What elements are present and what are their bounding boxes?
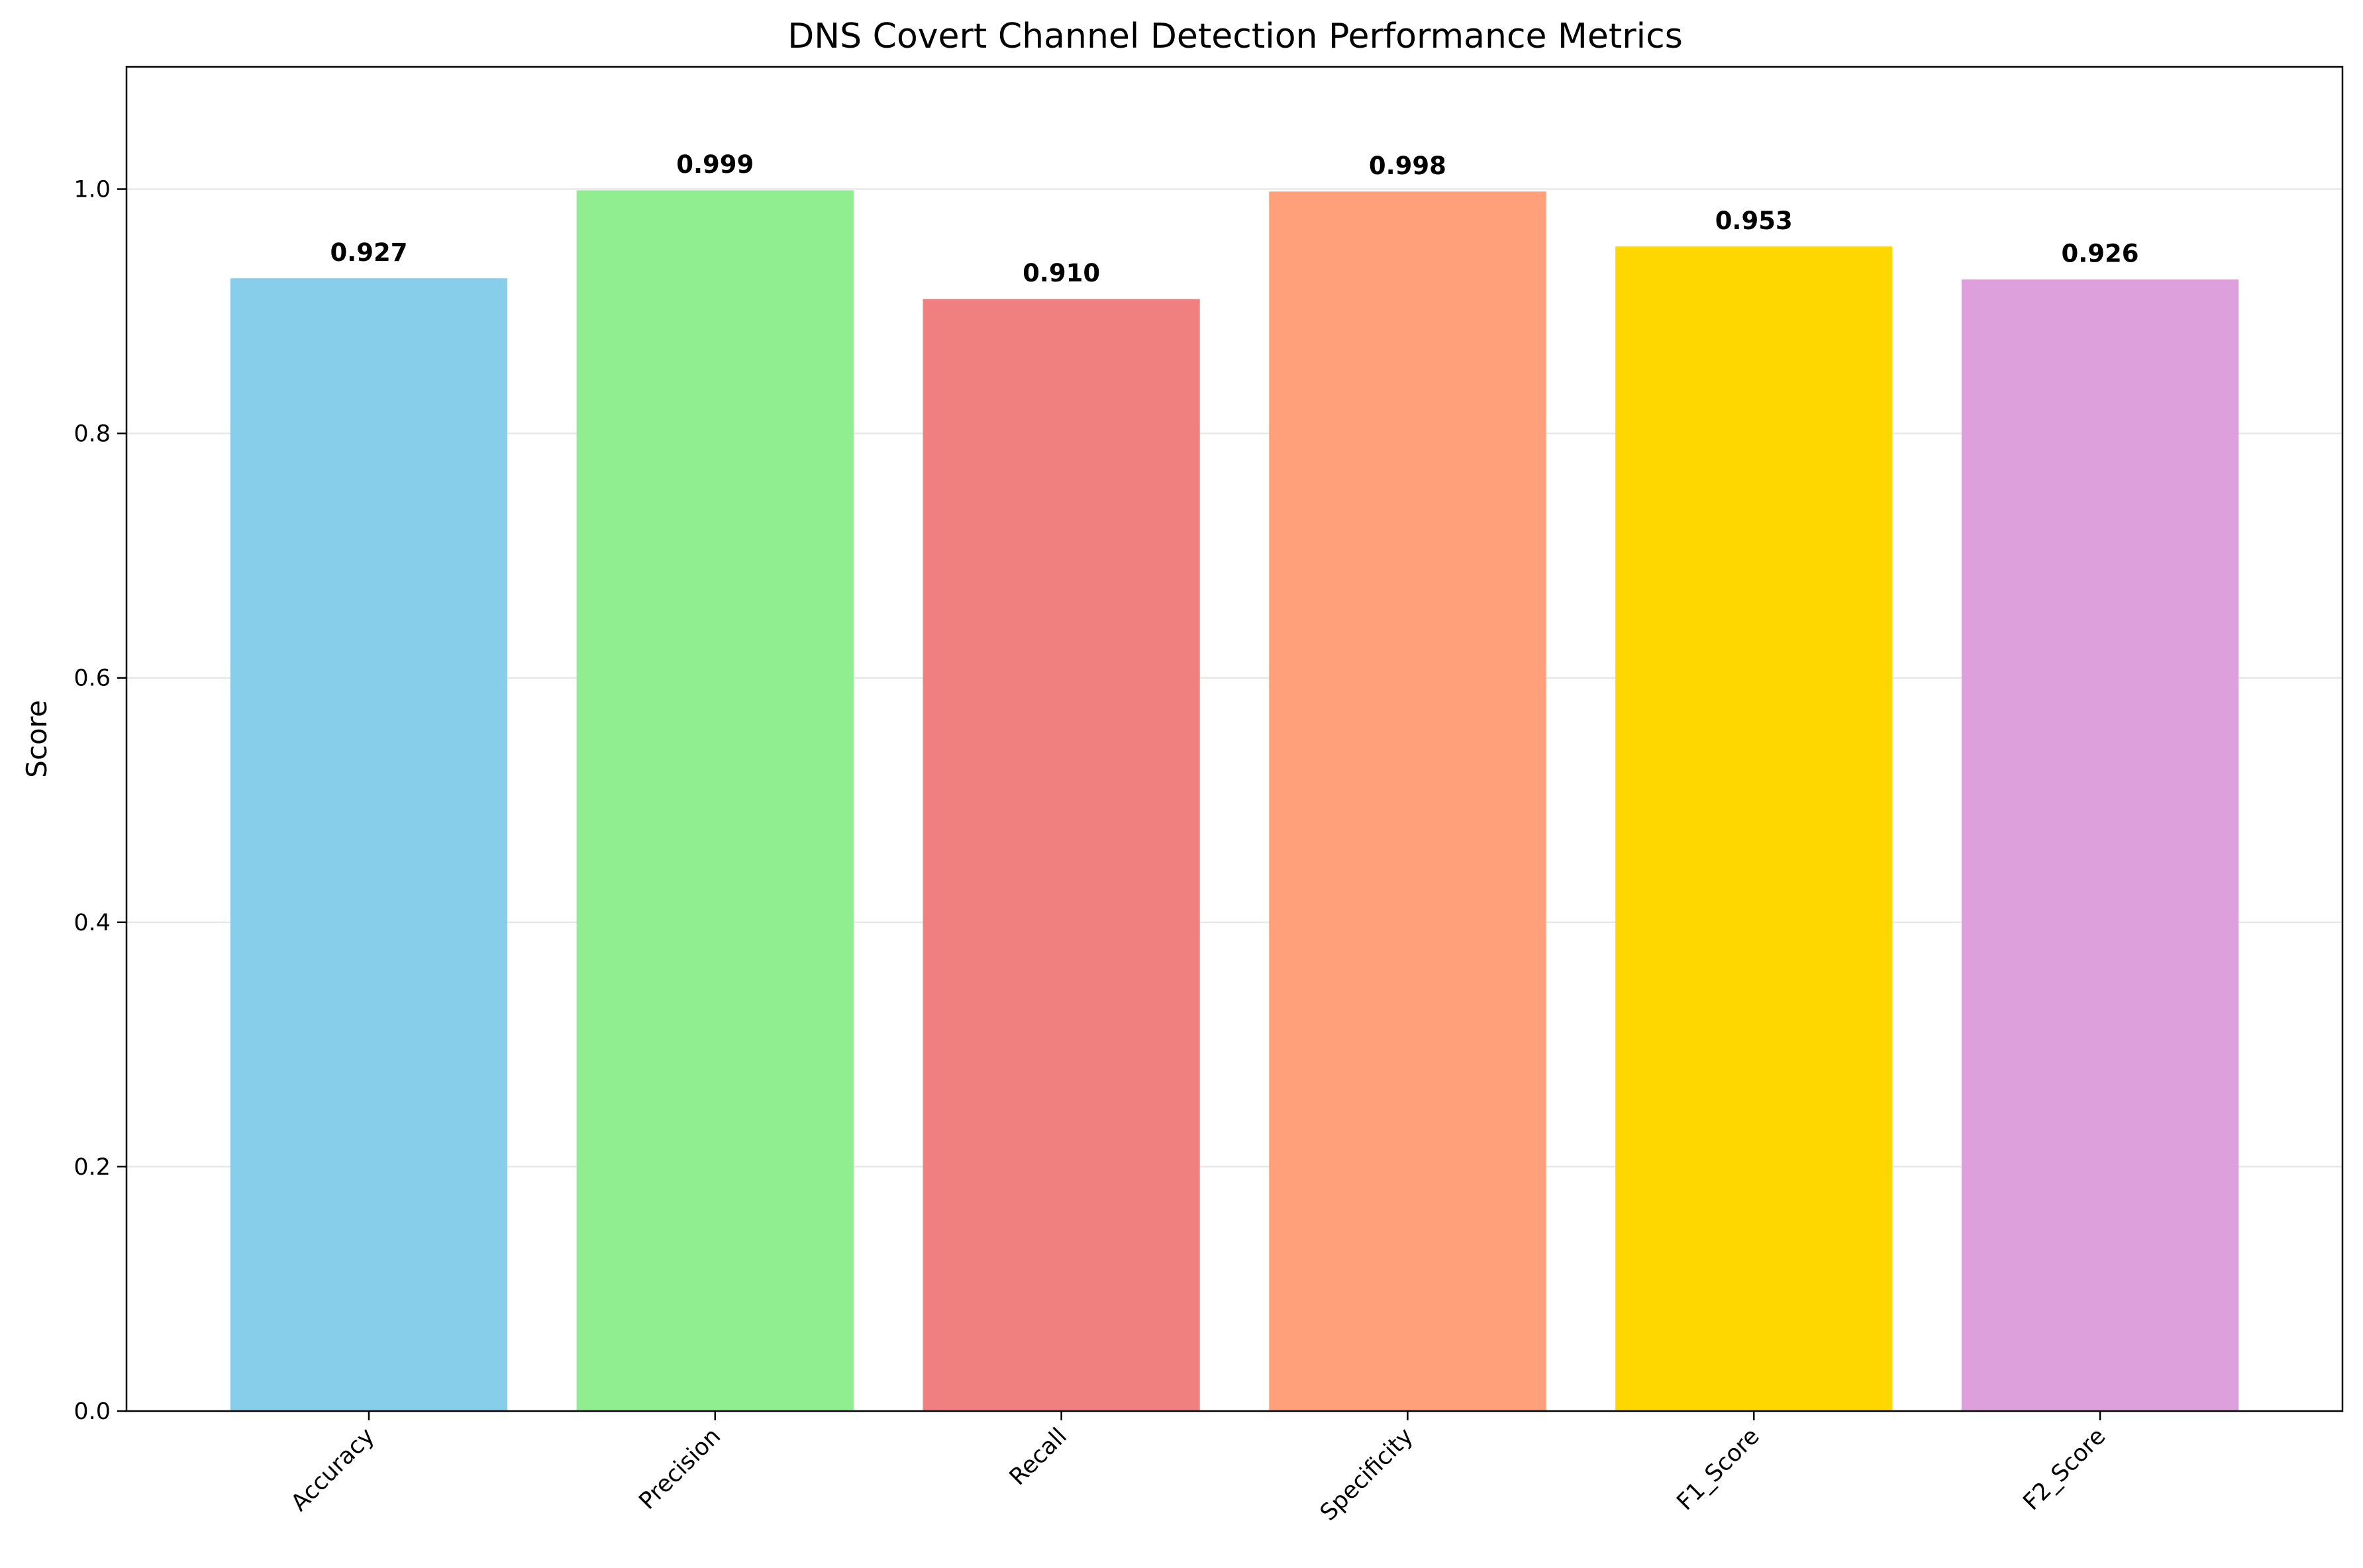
y-axis-label: Score bbox=[21, 700, 53, 778]
y-tick-label: 0.4 bbox=[74, 910, 111, 936]
value-label: 0.926 bbox=[2062, 240, 2139, 268]
value-label: 0.953 bbox=[1715, 207, 1793, 235]
y-tick-label: 0.6 bbox=[74, 665, 111, 692]
bar-accuracy bbox=[230, 278, 508, 1411]
value-labels: 0.927 0.999 0.910 0.998 0.953 0.926 bbox=[330, 150, 2138, 287]
bar-precision bbox=[576, 190, 854, 1412]
plot-frame bbox=[125, 66, 2344, 1412]
bar-f2-score bbox=[1961, 279, 2239, 1411]
y-tick-label: 1.0 bbox=[74, 177, 111, 203]
value-label: 0.998 bbox=[1369, 152, 1446, 180]
bar-f1-score bbox=[1615, 246, 1893, 1411]
value-label: 0.927 bbox=[330, 238, 407, 267]
y-axis: 0.0 0.2 0.4 0.6 0.8 1.0 bbox=[74, 177, 126, 1425]
value-label: 0.910 bbox=[1023, 259, 1100, 287]
y-tick-label: 0.2 bbox=[74, 1154, 111, 1181]
bar-specificity bbox=[1269, 191, 1546, 1412]
bars bbox=[230, 190, 2239, 1412]
y-tick-label: 0.0 bbox=[74, 1398, 111, 1425]
value-label: 0.999 bbox=[676, 150, 754, 179]
y-tick-label: 0.8 bbox=[74, 421, 111, 448]
chart-title: DNS Covert Channel Detection Performance… bbox=[787, 17, 1683, 56]
bar-recall bbox=[923, 299, 1200, 1411]
